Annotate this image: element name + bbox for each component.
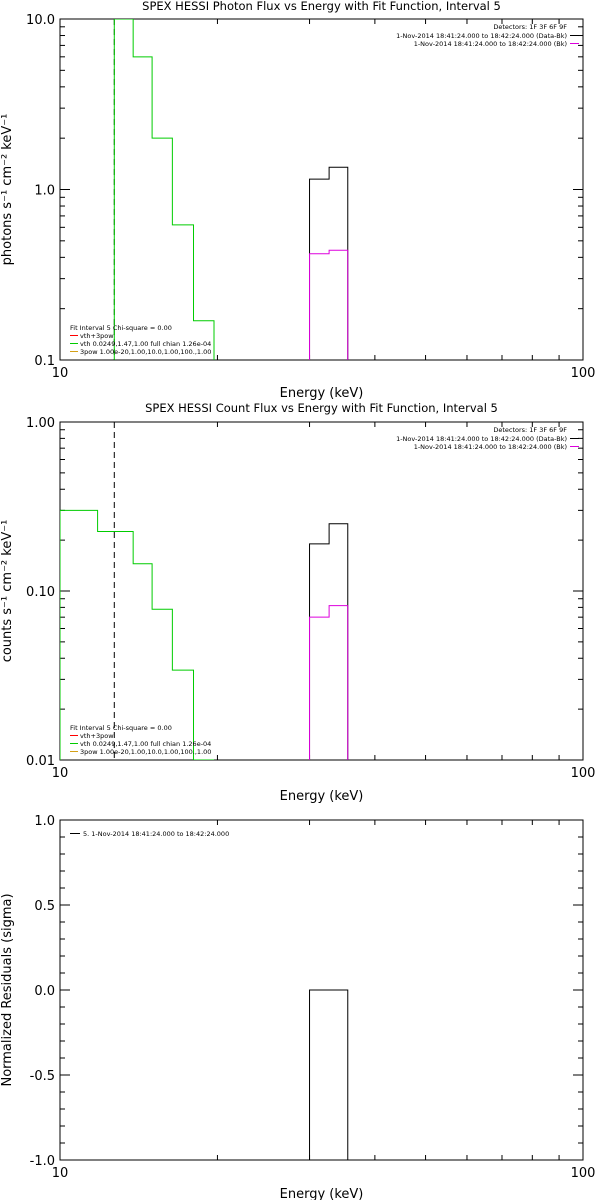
chart-panel-2: 10 100 0.01 0.10 1.00 SPEX HESSI Count Flux v…	[0, 401, 595, 804]
legend-header: Detectors: 1F 3F 6F 9F	[493, 426, 567, 434]
residual-legend-entry: 5. 1-Nov-2014 18:41:24.000 to 18:42:24.0…	[83, 830, 229, 838]
fit-legend-header: Fit Interval 5 Chi-square = 0.00	[70, 324, 172, 332]
y-tick-label: 0.5	[34, 899, 55, 914]
x-tick-label: 100	[571, 766, 596, 781]
series-group	[113, 19, 349, 360]
fit-legend-entry: 3pow 1.00e-20,1.00,10.0,1.00,100.,1.00	[80, 348, 211, 356]
fit-legend-entry: vth 0.0249,1.47,1.00 full chian 1.26e-04	[80, 740, 211, 748]
legend-entry: 1-Nov-2014 18:41:24.000 to 18:42:24.000 …	[396, 435, 567, 443]
series-group	[60, 509, 349, 760]
x-axis-label: Energy (keV)	[280, 1187, 364, 1200]
fit-legend-entry: 3pow 1.00e-20,1.00,10.0,1.00,100.,1.00	[80, 748, 211, 756]
y-tick-label: 0.10	[26, 585, 55, 600]
fit-legend-entry: vth 0.0249,1.47,1.00 full chian 1.26e-04	[80, 340, 211, 348]
y-tick-label: 1.00	[26, 416, 55, 431]
x-tick-label: 100	[571, 366, 596, 381]
legend-header: Detectors: 1F 3F 6F 9F	[493, 23, 567, 31]
chart-panel-3: 10 100 -1.0 -0.5 0.0 0.5 1.0 Energy (keV) Normal…	[0, 814, 596, 1202]
y-axis-label: counts s⁻¹ cm⁻² keV⁻¹	[0, 520, 15, 663]
y-axis-label: Normalized Residuals (sigma)	[0, 893, 15, 1086]
x-tick-label: 100	[571, 1166, 596, 1181]
chart-title: SPEX HESSI Photon Flux vs Energy with Fi…	[142, 0, 501, 13]
series-step-line	[309, 523, 349, 760]
y-axis-label: photons s⁻¹ cm⁻² keV⁻¹	[0, 114, 15, 266]
y-tick-label: 0.1	[34, 354, 55, 369]
y-tick-label: 0.01	[26, 754, 55, 769]
y-tick-label: 0.0	[34, 984, 55, 999]
x-tick-label: 10	[52, 766, 69, 781]
legend-entry: 1-Nov-2014 18:41:24.000 to 18:42:24.000 …	[396, 32, 567, 40]
series-step-line	[309, 166, 349, 360]
series-step-line	[309, 249, 349, 360]
fit-legend-entry: vth+3pow	[80, 732, 114, 740]
legend-entry: 1-Nov-2014 18:41:24.000 to 18:42:24.000 …	[414, 443, 567, 451]
y-tick-label: 10.0	[26, 13, 55, 28]
series-step-line	[60, 509, 215, 760]
y-tick-label: 1.0	[34, 814, 55, 829]
y-tick-label: 1.0	[34, 184, 55, 199]
series-group	[309, 989, 349, 1160]
chart-title: SPEX HESSI Count Flux vs Energy with Fit…	[145, 401, 498, 415]
series-step-line	[309, 605, 349, 760]
y-tick-label: -0.5	[30, 1069, 55, 1084]
series-step-line	[309, 989, 349, 1160]
x-axis-label: Energy (keV)	[280, 789, 364, 804]
x-tick-label: 10	[52, 1166, 69, 1181]
chart-panel-1: 10 100 0.1 1.0 10.0 SPEX HESSI Photon Flux vs…	[0, 0, 595, 401]
legend-entry: 1-Nov-2014 18:41:24.000 to 18:42:24.000 …	[414, 40, 567, 48]
y-tick-label: -1.0	[30, 1154, 55, 1169]
fit-legend-header: Fit Interval 5 Chi-square = 0.00	[70, 724, 172, 732]
series-step-line	[113, 19, 215, 360]
x-axis-label: Energy (keV)	[280, 386, 364, 401]
x-tick-label: 10	[52, 366, 69, 381]
fit-legend-entry: vth+3pow	[80, 332, 114, 340]
